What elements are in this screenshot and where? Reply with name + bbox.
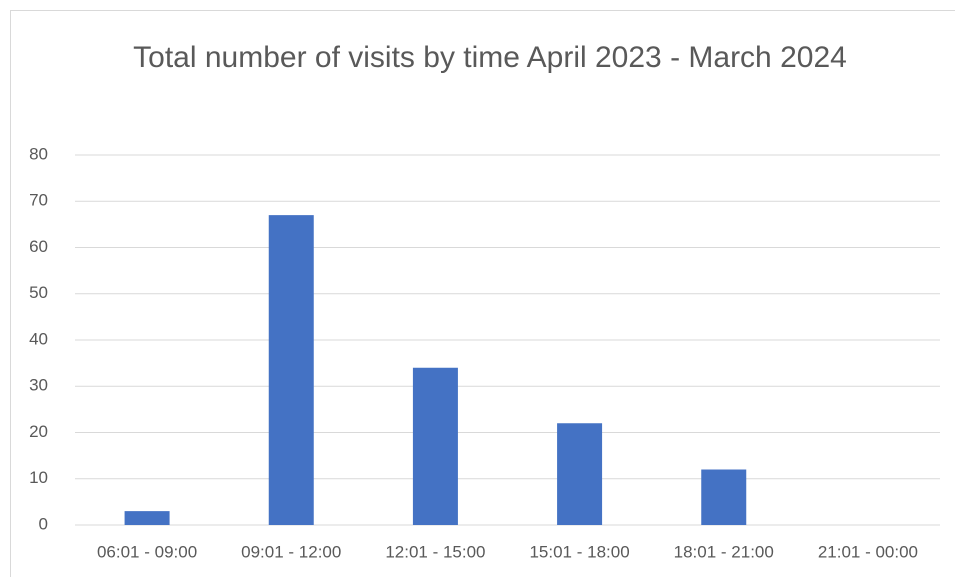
y-tick-label: 30 — [29, 376, 48, 395]
bar — [268, 215, 314, 525]
chart-title: Total number of visits by time April 202… — [133, 41, 847, 74]
chart-frame — [10, 10, 955, 577]
y-tick-label: 70 — [29, 191, 48, 210]
bar — [701, 469, 747, 525]
y-tick-label: 60 — [29, 237, 48, 256]
x-tick-label: 09:01 - 12:00 — [241, 542, 341, 561]
bar — [124, 511, 170, 525]
y-tick-label: 40 — [29, 329, 48, 348]
y-tick-label: 80 — [29, 144, 48, 163]
y-tick-label: 0 — [39, 514, 48, 533]
y-tick-label: 20 — [29, 422, 48, 441]
x-tick-label: 12:01 - 15:00 — [385, 542, 485, 561]
x-tick-label: 15:01 - 18:00 — [529, 542, 629, 561]
bar — [412, 367, 458, 525]
x-tick-label: 21:01 - 00:00 — [818, 542, 918, 561]
bar — [557, 423, 603, 525]
x-tick-label: 18:01 - 21:00 — [674, 542, 774, 561]
y-tick-label: 50 — [29, 283, 48, 302]
y-tick-label: 10 — [29, 468, 48, 487]
x-tick-label: 06:01 - 09:00 — [97, 542, 197, 561]
